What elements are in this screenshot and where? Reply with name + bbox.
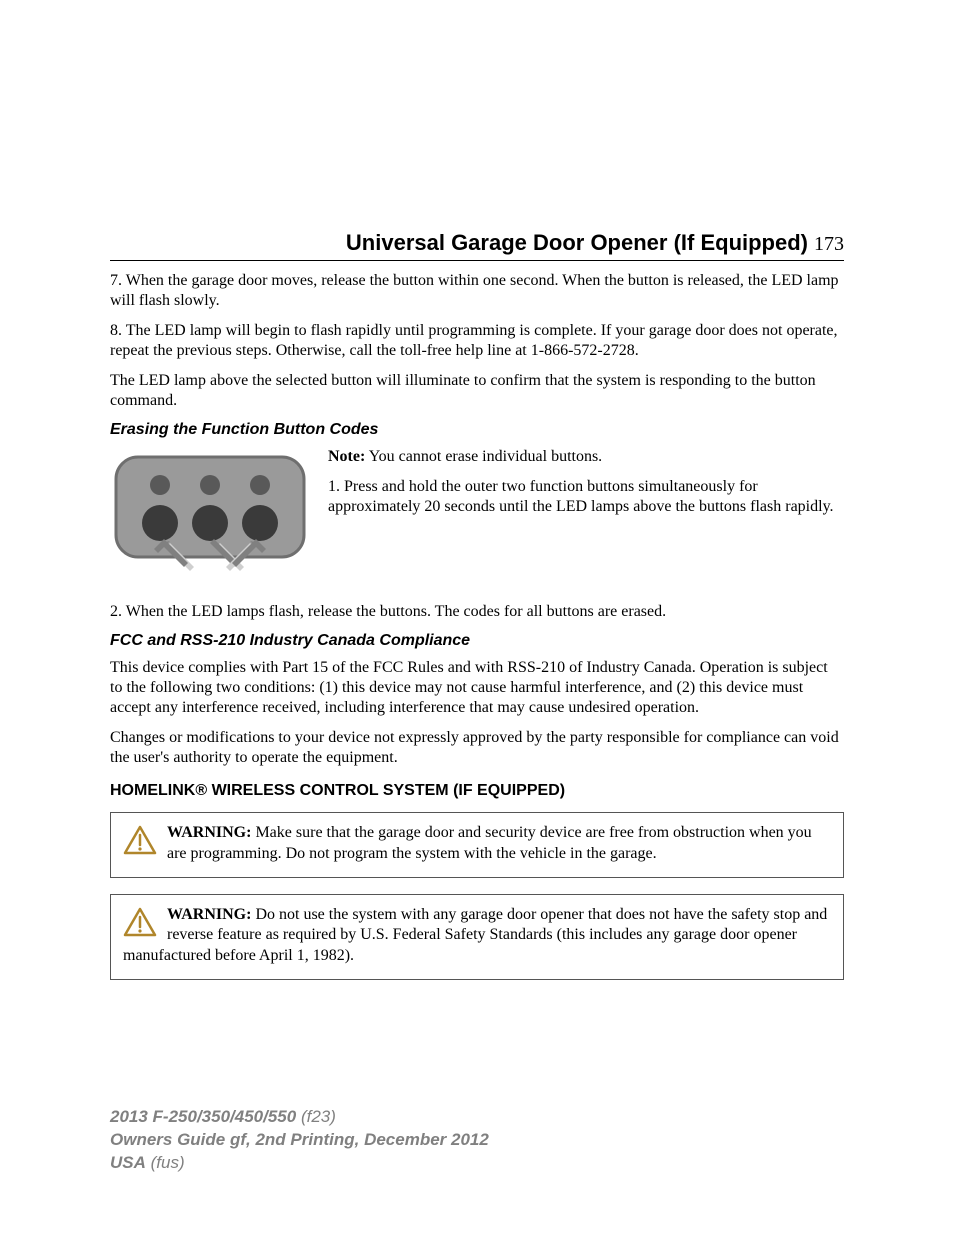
footer-line-1: 2013 F-250/350/450/550 (f23) xyxy=(110,1106,489,1129)
step-7: 7. When the garage door moves, release t… xyxy=(110,271,844,311)
warning-label-2: WARNING: xyxy=(167,906,251,923)
note-label: Note: xyxy=(328,448,365,465)
fcc-heading: FCC and RSS-210 Industry Canada Complian… xyxy=(110,632,844,650)
fcc-p1: This device complies with Part 15 of the… xyxy=(110,658,844,718)
erase-step-2: 2. When the LED lamps flash, release the… xyxy=(110,602,844,622)
step-8: 8. The LED lamp will begin to flash rapi… xyxy=(110,321,844,361)
homelink-heading: HOMELINK® WIRELESS CONTROL SYSTEM (IF EQ… xyxy=(110,782,844,800)
page-footer: 2013 F-250/350/450/550 (f23) Owners Guid… xyxy=(110,1106,489,1175)
warning-icon xyxy=(123,825,157,862)
page-number: 173 xyxy=(814,233,844,256)
erase-heading: Erasing the Function Button Codes xyxy=(110,421,844,439)
page-header: Universal Garage Door Opener (If Equippe… xyxy=(110,230,844,261)
section-title: Universal Garage Door Opener (If Equippe… xyxy=(346,230,808,256)
warning-box-2: WARNING: Do not use the system with any … xyxy=(110,894,844,980)
warning-icon xyxy=(123,907,157,944)
led-confirm-text: The LED lamp above the selected button w… xyxy=(110,371,844,411)
erase-block: Note: You cannot erase individual button… xyxy=(110,447,844,592)
footer-line-3: USA (fus) xyxy=(110,1152,489,1175)
footer-line-2: Owners Guide gf, 2nd Printing, December … xyxy=(110,1129,489,1152)
remote-illustration xyxy=(110,451,310,586)
warning-box-1: WARNING: Make sure that the garage door … xyxy=(110,812,844,878)
note-text: You cannot erase individual buttons. xyxy=(365,448,602,465)
warning-label-1: WARNING: xyxy=(167,824,251,841)
warning-text-1: Make sure that the garage door and secur… xyxy=(167,824,812,862)
fcc-p2: Changes or modifications to your device … xyxy=(110,728,844,768)
